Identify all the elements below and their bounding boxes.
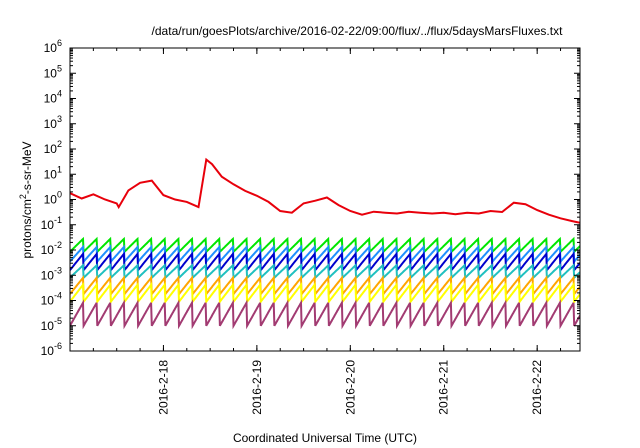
x-tick-label: 2016-2-19 [250,360,264,415]
series-line-4 [70,251,580,273]
y-tick-label: 10-6 [41,341,62,358]
series-line-8 [70,299,580,330]
y-tick-label: 10-1 [41,215,62,232]
chart-title: /data/run/goesPlots/archive/2016-02-22/0… [152,24,564,38]
y-tick-label: 101 [44,164,62,181]
series-line-5 [70,263,580,281]
series-line-7 [70,281,580,305]
y-axis: 10-6 10-5 10-4 10-3 10-2 10-1 100 101 102 103 104 1… [41,38,580,358]
x-axis: 2016-2-18 2016-2-19 2016-2-20 2016-2-21 2016… [92,48,562,415]
y-tick-label: 10-4 [41,291,62,308]
x-tick-label: 2016-2-22 [530,360,544,415]
series-layer [70,157,580,330]
y-tick-label: 10-5 [41,316,62,333]
x-axis-label: Coordinated Universal Time (UTC) [233,431,417,445]
y-tick-label: 102 [44,139,62,156]
x-tick-label: 2016-2-18 [156,360,170,415]
y-tick-label: 10-3 [41,265,62,282]
series-line-3 [70,244,580,265]
x-tick-label: 2016-2-21 [437,360,451,415]
y-tick-label: 104 [44,89,62,106]
series-line-6 [70,274,580,298]
series-line-2 [70,236,580,255]
y-tick-label: 10-2 [41,240,62,257]
y-tick-label: 106 [44,38,62,55]
y-tick-label: 100 [44,190,62,207]
series-line-1 [70,157,580,224]
y-tick-label: 105 [44,63,62,80]
y-axis-label: protons/cm2-s-sr-MeV [18,141,34,258]
y-tick-label: 103 [44,114,62,131]
x-tick-label: 2016-2-20 [343,360,357,415]
